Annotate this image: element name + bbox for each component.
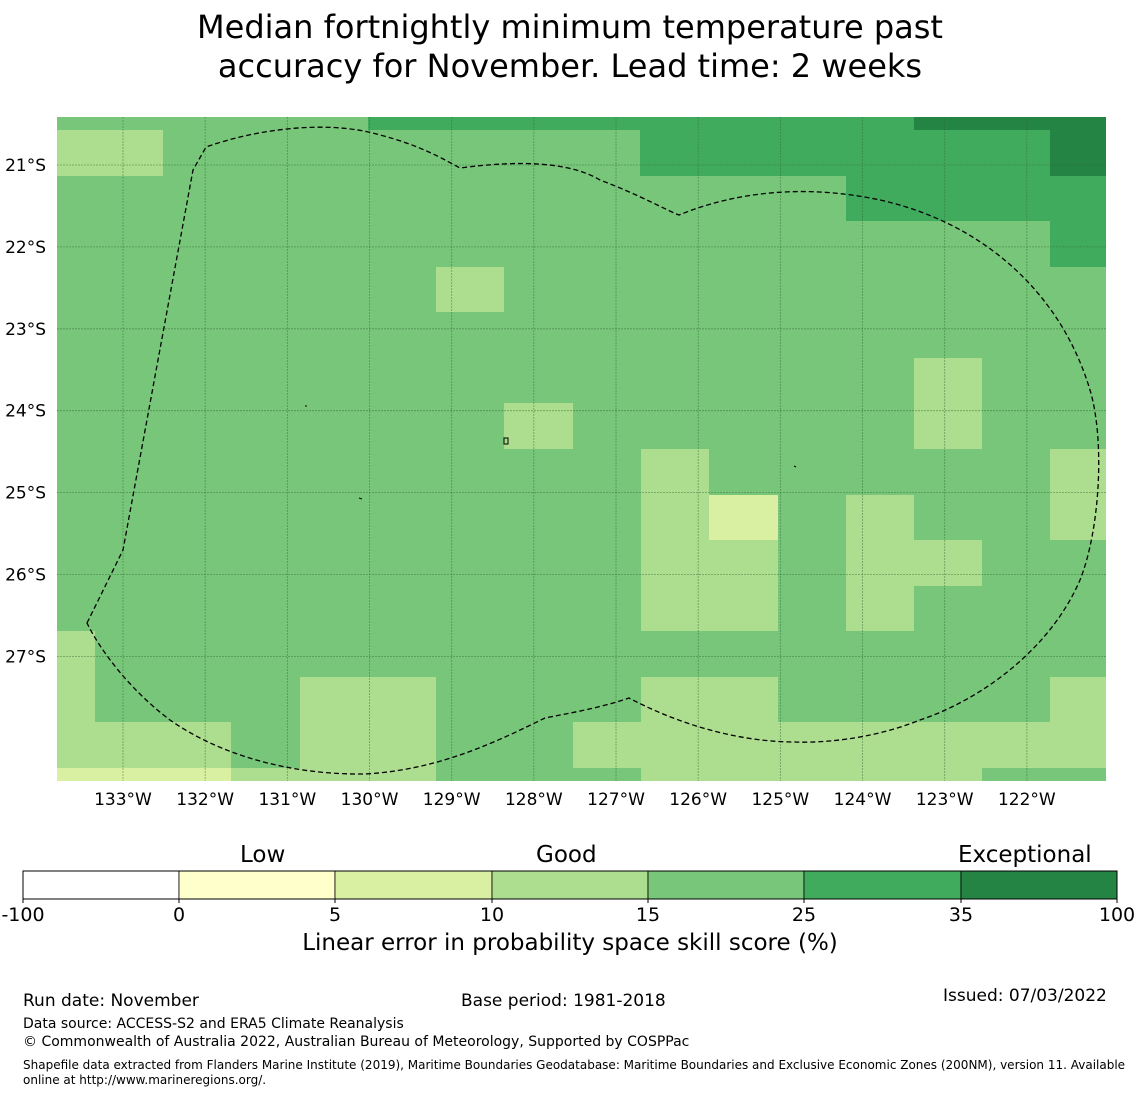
- lat-tick-label: 23°S: [5, 320, 46, 340]
- base-period: Base period: 1981-2018: [461, 991, 666, 1011]
- grid-cell: [231, 768, 300, 781]
- shapefile-credit-line-2: online at http://www.marineregions.org/.: [23, 1073, 267, 1087]
- grid-cell: [57, 631, 95, 768]
- grid-cell: [914, 117, 1106, 130]
- grid-cell: [641, 449, 709, 631]
- grid-cell: [573, 722, 641, 768]
- colorbar-tick-label: -100: [1, 904, 44, 926]
- colorbar-tick-label: 100: [1099, 904, 1135, 926]
- lon-tick-label: 127°W: [587, 790, 645, 810]
- grid-cell: [1050, 677, 1106, 768]
- lon-tick-label: 131°W: [258, 790, 316, 810]
- copyright: © Commonwealth of Australia 2022, Austra…: [23, 1034, 690, 1050]
- grid-cell: [846, 495, 914, 631]
- grid-cell: [1050, 130, 1106, 176]
- grid-cell: [641, 677, 778, 781]
- colorbar-category-low: Low: [240, 842, 286, 868]
- grid-cell: [368, 117, 640, 130]
- colorbar-ticks: -100 0 5 10 15 25 35 100: [1, 899, 1135, 926]
- grid-cell: [436, 267, 504, 312]
- data-source: Data source: ACCESS-S2 and ERA5 Climate …: [23, 1016, 404, 1032]
- grid-cell: [846, 176, 1050, 221]
- colorbar-category-exceptional: Exceptional: [958, 842, 1092, 868]
- colorbar-label: Linear error in probability space skill …: [302, 930, 838, 956]
- run-date: Run date: November: [23, 991, 199, 1011]
- grid-cell: [1050, 176, 1106, 267]
- map-title: Median fortnightly minimum temperature p…: [0, 8, 1140, 86]
- colorbar-segment: [803, 870, 962, 900]
- lat-tick-label: 26°S: [5, 566, 46, 586]
- eez-boundary: [86, 126, 1100, 775]
- lon-tick-label: 130°W: [341, 790, 399, 810]
- colorbar-tick-label: 10: [480, 904, 504, 926]
- lon-tick-label: 133°W: [94, 790, 152, 810]
- colorbar: -100 0 5 10 15 25 35 100: [1, 870, 1135, 926]
- lon-tick-label: 124°W: [834, 790, 892, 810]
- colorbar-segment: [960, 870, 1118, 900]
- special-cells: [57, 117, 1106, 781]
- title-line-2: accuracy for November. Lead time: 2 week…: [217, 47, 923, 85]
- colorbar-tick-label: 15: [636, 904, 660, 926]
- shapefile-credit: Shapefile data extracted from Flanders M…: [23, 1058, 1133, 1088]
- grid-cell: [1050, 449, 1106, 540]
- title-line-1: Median fortnightly minimum temperature p…: [197, 8, 943, 46]
- lon-tick-label: 123°W: [916, 790, 974, 810]
- lat-tick-label: 25°S: [5, 484, 46, 504]
- gridlines: [57, 117, 1106, 781]
- grid-cell: [300, 677, 436, 781]
- shapefile-credit-line-1: Shapefile data extracted from Flanders M…: [23, 1058, 1126, 1072]
- colorbar-segment: [22, 870, 180, 900]
- lat-tick-label: 22°S: [5, 238, 46, 258]
- grid-cell: [57, 130, 163, 176]
- colorbar-tick-label: 25: [792, 904, 816, 926]
- lon-tick-label: 126°W: [669, 790, 727, 810]
- lon-tick-label: 125°W: [751, 790, 809, 810]
- grid-cell: [640, 130, 1050, 176]
- lon-tick-label: 132°W: [176, 790, 234, 810]
- grid-cell: [914, 540, 982, 586]
- lon-tick-label: 129°W: [423, 790, 481, 810]
- grid-cell: [504, 403, 573, 449]
- colorbar-segment: [334, 870, 493, 900]
- lat-tick-label: 27°S: [5, 647, 46, 667]
- lat-tick-label: 21°S: [5, 156, 46, 176]
- skill-score-map: 133°W 132°W 131°W 130°W 129°W 128°W 127°W 126°W…: [5, 117, 1106, 810]
- grid-cell: [914, 358, 982, 449]
- colorbar-tick-label: 5: [329, 904, 341, 926]
- colorbar-segment: [491, 870, 649, 900]
- colorbar-segment: [647, 870, 805, 900]
- latitude-labels: 21°S 22°S 23°S 24°S 25°S 26°S 27°S: [5, 156, 46, 667]
- grid-cell: [709, 495, 778, 540]
- lon-tick-label: 122°W: [998, 790, 1056, 810]
- colorbar-segment: [178, 870, 336, 900]
- colorbar-outline: [22, 870, 1118, 900]
- island-marks: [305, 405, 797, 500]
- colorbar-segments: [22, 870, 1118, 900]
- lon-tick-label: 128°W: [505, 790, 563, 810]
- colorbar-tick-label: 35: [949, 904, 973, 926]
- grid-cell: [709, 540, 778, 631]
- grid-cell: [57, 768, 231, 781]
- grid-cell: [95, 722, 231, 768]
- colorbar-category-good: Good: [536, 842, 597, 868]
- issued-date: Issued: 07/03/2022: [943, 986, 1107, 1006]
- colorbar-tick-label: 0: [173, 904, 185, 926]
- grid-cell: [982, 768, 1106, 781]
- longitude-labels: 133°W 132°W 131°W 130°W 129°W 128°W 127°W 126°W…: [94, 790, 1056, 810]
- lat-tick-label: 24°S: [5, 402, 46, 422]
